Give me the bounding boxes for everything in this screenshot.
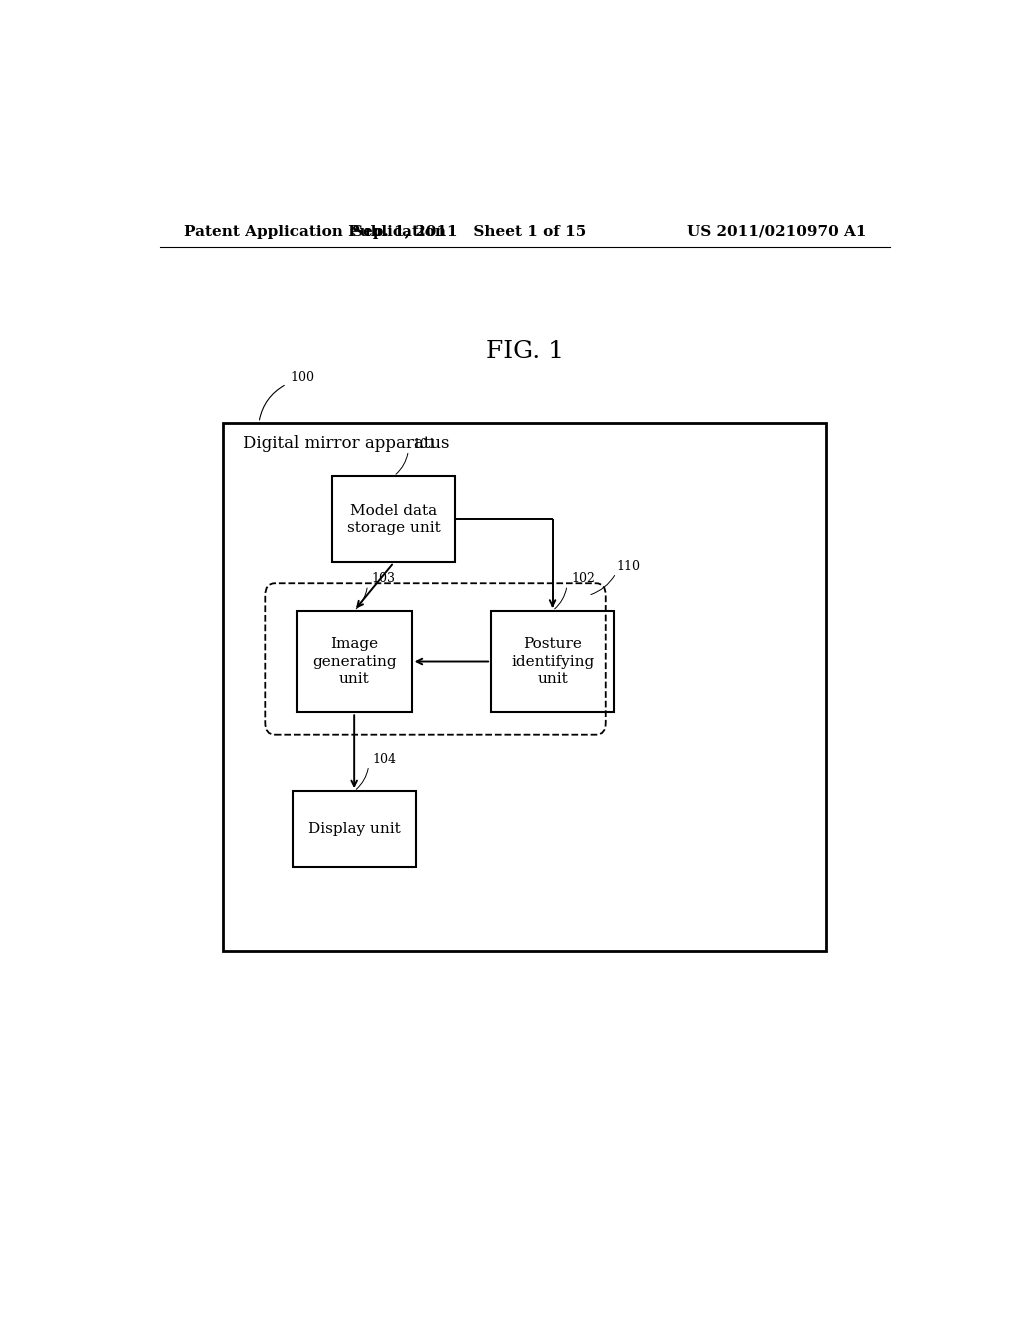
Text: Display unit: Display unit <box>308 822 400 837</box>
Text: 103: 103 <box>372 573 395 585</box>
Bar <box>492 611 614 713</box>
Text: Digital mirror apparatus: Digital mirror apparatus <box>243 434 450 451</box>
Text: Patent Application Publication: Patent Application Publication <box>183 224 445 239</box>
Bar <box>293 791 416 867</box>
Text: 110: 110 <box>616 560 640 573</box>
Text: Model data
storage unit: Model data storage unit <box>347 503 440 535</box>
Text: 100: 100 <box>291 371 314 384</box>
Text: US 2011/0210970 A1: US 2011/0210970 A1 <box>686 224 866 239</box>
Text: Sep. 1, 2011   Sheet 1 of 15: Sep. 1, 2011 Sheet 1 of 15 <box>352 224 587 239</box>
Text: Posture
identifying
unit: Posture identifying unit <box>511 638 594 686</box>
Text: 101: 101 <box>413 438 436 450</box>
Text: 102: 102 <box>571 573 595 585</box>
Bar <box>297 611 412 713</box>
Bar <box>333 477 456 562</box>
Bar <box>223 422 826 952</box>
Text: 104: 104 <box>373 752 396 766</box>
Text: Image
generating
unit: Image generating unit <box>312 638 396 686</box>
Text: FIG. 1: FIG. 1 <box>485 341 564 363</box>
